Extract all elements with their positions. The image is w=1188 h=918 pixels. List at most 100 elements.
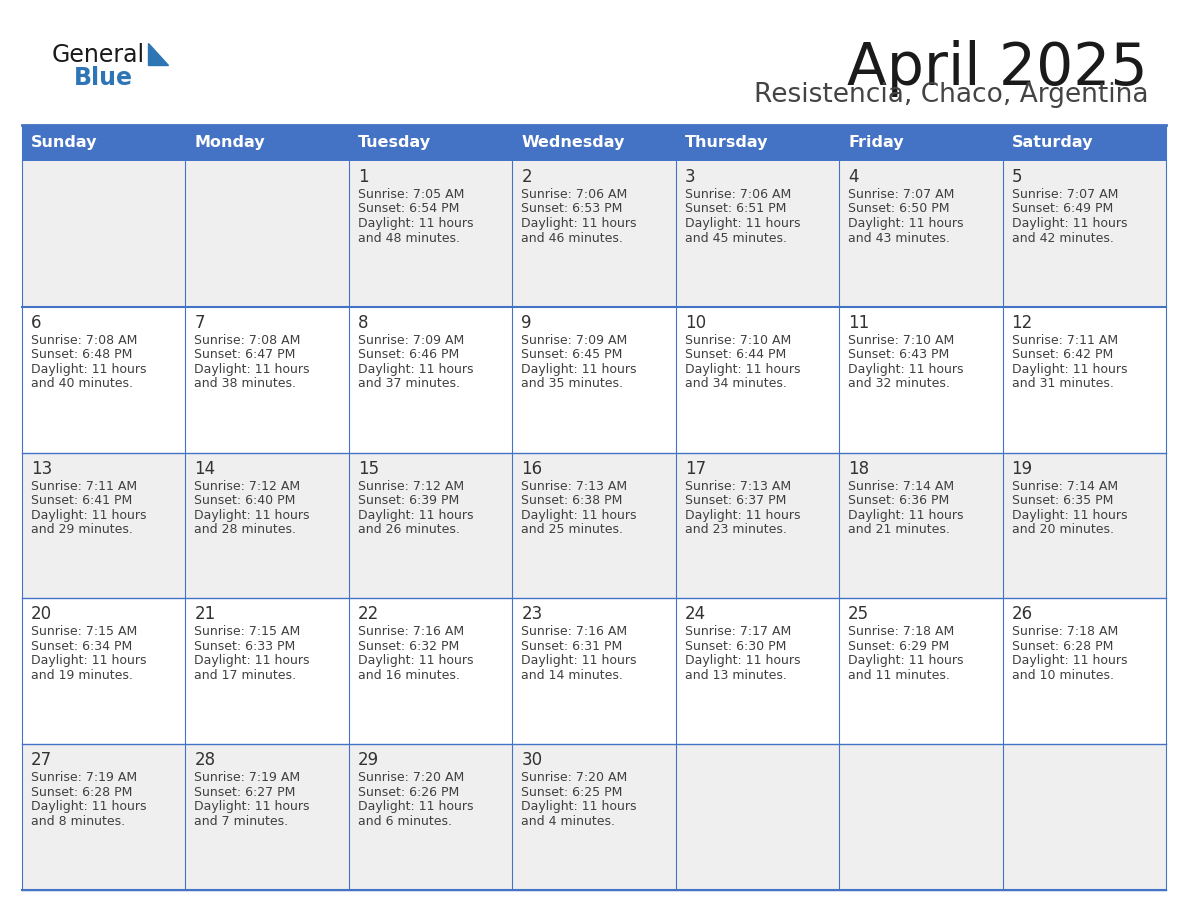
Text: Daylight: 11 hours: Daylight: 11 hours [522, 800, 637, 813]
Text: Tuesday: Tuesday [358, 136, 431, 151]
Text: and 43 minutes.: and 43 minutes. [848, 231, 950, 244]
Text: and 29 minutes.: and 29 minutes. [31, 523, 133, 536]
Text: Sunrise: 7:08 AM: Sunrise: 7:08 AM [31, 334, 138, 347]
Text: 30: 30 [522, 751, 543, 769]
Text: Daylight: 11 hours: Daylight: 11 hours [195, 363, 310, 375]
Text: Daylight: 11 hours: Daylight: 11 hours [684, 217, 801, 230]
Text: Daylight: 11 hours: Daylight: 11 hours [195, 509, 310, 521]
Text: 27: 27 [31, 751, 52, 769]
Text: and 8 minutes.: and 8 minutes. [31, 814, 125, 828]
Text: and 21 minutes.: and 21 minutes. [848, 523, 950, 536]
Text: Daylight: 11 hours: Daylight: 11 hours [848, 509, 963, 521]
Text: Sunset: 6:27 PM: Sunset: 6:27 PM [195, 786, 296, 799]
Text: Daylight: 11 hours: Daylight: 11 hours [358, 800, 473, 813]
Bar [185, 125, 349, 161]
Text: and 20 minutes.: and 20 minutes. [1011, 523, 1113, 536]
Text: Sunset: 6:46 PM: Sunset: 6:46 PM [358, 348, 459, 362]
Text: 23: 23 [522, 605, 543, 623]
Text: Sunset: 6:29 PM: Sunset: 6:29 PM [848, 640, 949, 653]
Text: Sunrise: 7:06 AM: Sunrise: 7:06 AM [522, 188, 627, 201]
Text: Sunrise: 7:15 AM: Sunrise: 7:15 AM [31, 625, 138, 638]
Text: 25: 25 [848, 605, 870, 623]
Text: 16: 16 [522, 460, 543, 477]
Text: 7: 7 [195, 314, 204, 331]
Text: and 23 minutes.: and 23 minutes. [684, 523, 786, 536]
Text: Sunrise: 7:20 AM: Sunrise: 7:20 AM [358, 771, 465, 784]
Text: 17: 17 [684, 460, 706, 477]
Text: Sunset: 6:32 PM: Sunset: 6:32 PM [358, 640, 459, 653]
Bar [23, 744, 1165, 890]
Text: Sunset: 6:54 PM: Sunset: 6:54 PM [358, 203, 460, 216]
Text: Sunrise: 7:17 AM: Sunrise: 7:17 AM [684, 625, 791, 638]
Text: Sunset: 6:44 PM: Sunset: 6:44 PM [684, 348, 786, 362]
Text: and 11 minutes.: and 11 minutes. [848, 669, 950, 682]
Text: and 13 minutes.: and 13 minutes. [684, 669, 786, 682]
Text: Sunrise: 7:07 AM: Sunrise: 7:07 AM [848, 188, 954, 201]
Text: Daylight: 11 hours: Daylight: 11 hours [848, 655, 963, 667]
Text: and 26 minutes.: and 26 minutes. [358, 523, 460, 536]
Text: and 46 minutes.: and 46 minutes. [522, 231, 624, 244]
Text: Sunrise: 7:08 AM: Sunrise: 7:08 AM [195, 334, 301, 347]
Text: Daylight: 11 hours: Daylight: 11 hours [522, 217, 637, 230]
Text: Sunrise: 7:20 AM: Sunrise: 7:20 AM [522, 771, 627, 784]
Text: 24: 24 [684, 605, 706, 623]
Text: Sunrise: 7:19 AM: Sunrise: 7:19 AM [31, 771, 137, 784]
Text: Sunrise: 7:11 AM: Sunrise: 7:11 AM [31, 479, 137, 493]
Text: Sunrise: 7:10 AM: Sunrise: 7:10 AM [684, 334, 791, 347]
Text: Daylight: 11 hours: Daylight: 11 hours [684, 655, 801, 667]
Text: Sunrise: 7:15 AM: Sunrise: 7:15 AM [195, 625, 301, 638]
Text: Sunset: 6:50 PM: Sunset: 6:50 PM [848, 203, 949, 216]
Text: Daylight: 11 hours: Daylight: 11 hours [195, 655, 310, 667]
Text: Sunday: Sunday [31, 136, 97, 151]
Text: Daylight: 11 hours: Daylight: 11 hours [358, 363, 473, 375]
Bar [23, 453, 1165, 599]
Text: 29: 29 [358, 751, 379, 769]
Text: Sunset: 6:31 PM: Sunset: 6:31 PM [522, 640, 623, 653]
Text: 4: 4 [848, 168, 859, 186]
Text: 11: 11 [848, 314, 870, 331]
Text: Daylight: 11 hours: Daylight: 11 hours [358, 655, 473, 667]
Text: Daylight: 11 hours: Daylight: 11 hours [31, 363, 146, 375]
Text: Resistencia, Chaco, Argentina: Resistencia, Chaco, Argentina [753, 82, 1148, 108]
Text: and 25 minutes.: and 25 minutes. [522, 523, 624, 536]
Text: 14: 14 [195, 460, 215, 477]
Text: Sunrise: 7:09 AM: Sunrise: 7:09 AM [358, 334, 465, 347]
Text: Sunrise: 7:12 AM: Sunrise: 7:12 AM [195, 479, 301, 493]
Text: Saturday: Saturday [1011, 136, 1093, 151]
Text: Sunset: 6:39 PM: Sunset: 6:39 PM [358, 494, 459, 507]
Text: Daylight: 11 hours: Daylight: 11 hours [848, 363, 963, 375]
Bar [1003, 125, 1165, 161]
Bar [23, 307, 1165, 453]
Text: 22: 22 [358, 605, 379, 623]
Text: and 17 minutes.: and 17 minutes. [195, 669, 297, 682]
Text: and 48 minutes.: and 48 minutes. [358, 231, 460, 244]
Text: Daylight: 11 hours: Daylight: 11 hours [522, 363, 637, 375]
Bar [23, 125, 185, 161]
Text: Sunrise: 7:06 AM: Sunrise: 7:06 AM [684, 188, 791, 201]
Text: and 31 minutes.: and 31 minutes. [1011, 377, 1113, 390]
Text: 19: 19 [1011, 460, 1032, 477]
Text: Daylight: 11 hours: Daylight: 11 hours [848, 217, 963, 230]
Text: Sunset: 6:43 PM: Sunset: 6:43 PM [848, 348, 949, 362]
Text: Sunset: 6:42 PM: Sunset: 6:42 PM [1011, 348, 1113, 362]
Text: Daylight: 11 hours: Daylight: 11 hours [358, 217, 473, 230]
Text: Sunrise: 7:05 AM: Sunrise: 7:05 AM [358, 188, 465, 201]
Text: Daylight: 11 hours: Daylight: 11 hours [684, 509, 801, 521]
Text: and 19 minutes.: and 19 minutes. [31, 669, 133, 682]
Text: Sunset: 6:28 PM: Sunset: 6:28 PM [31, 786, 132, 799]
Text: and 37 minutes.: and 37 minutes. [358, 377, 460, 390]
Text: Sunset: 6:25 PM: Sunset: 6:25 PM [522, 786, 623, 799]
Text: and 40 minutes.: and 40 minutes. [31, 377, 133, 390]
Text: April 2025: April 2025 [847, 40, 1148, 97]
Bar [23, 161, 1165, 307]
Text: and 38 minutes.: and 38 minutes. [195, 377, 297, 390]
Text: 12: 12 [1011, 314, 1032, 331]
Text: Sunset: 6:48 PM: Sunset: 6:48 PM [31, 348, 132, 362]
Text: Sunrise: 7:10 AM: Sunrise: 7:10 AM [848, 334, 954, 347]
Text: 3: 3 [684, 168, 695, 186]
Text: and 14 minutes.: and 14 minutes. [522, 669, 624, 682]
Text: and 34 minutes.: and 34 minutes. [684, 377, 786, 390]
Text: Sunrise: 7:18 AM: Sunrise: 7:18 AM [1011, 625, 1118, 638]
Text: Sunset: 6:51 PM: Sunset: 6:51 PM [684, 203, 786, 216]
Text: Sunset: 6:35 PM: Sunset: 6:35 PM [1011, 494, 1113, 507]
